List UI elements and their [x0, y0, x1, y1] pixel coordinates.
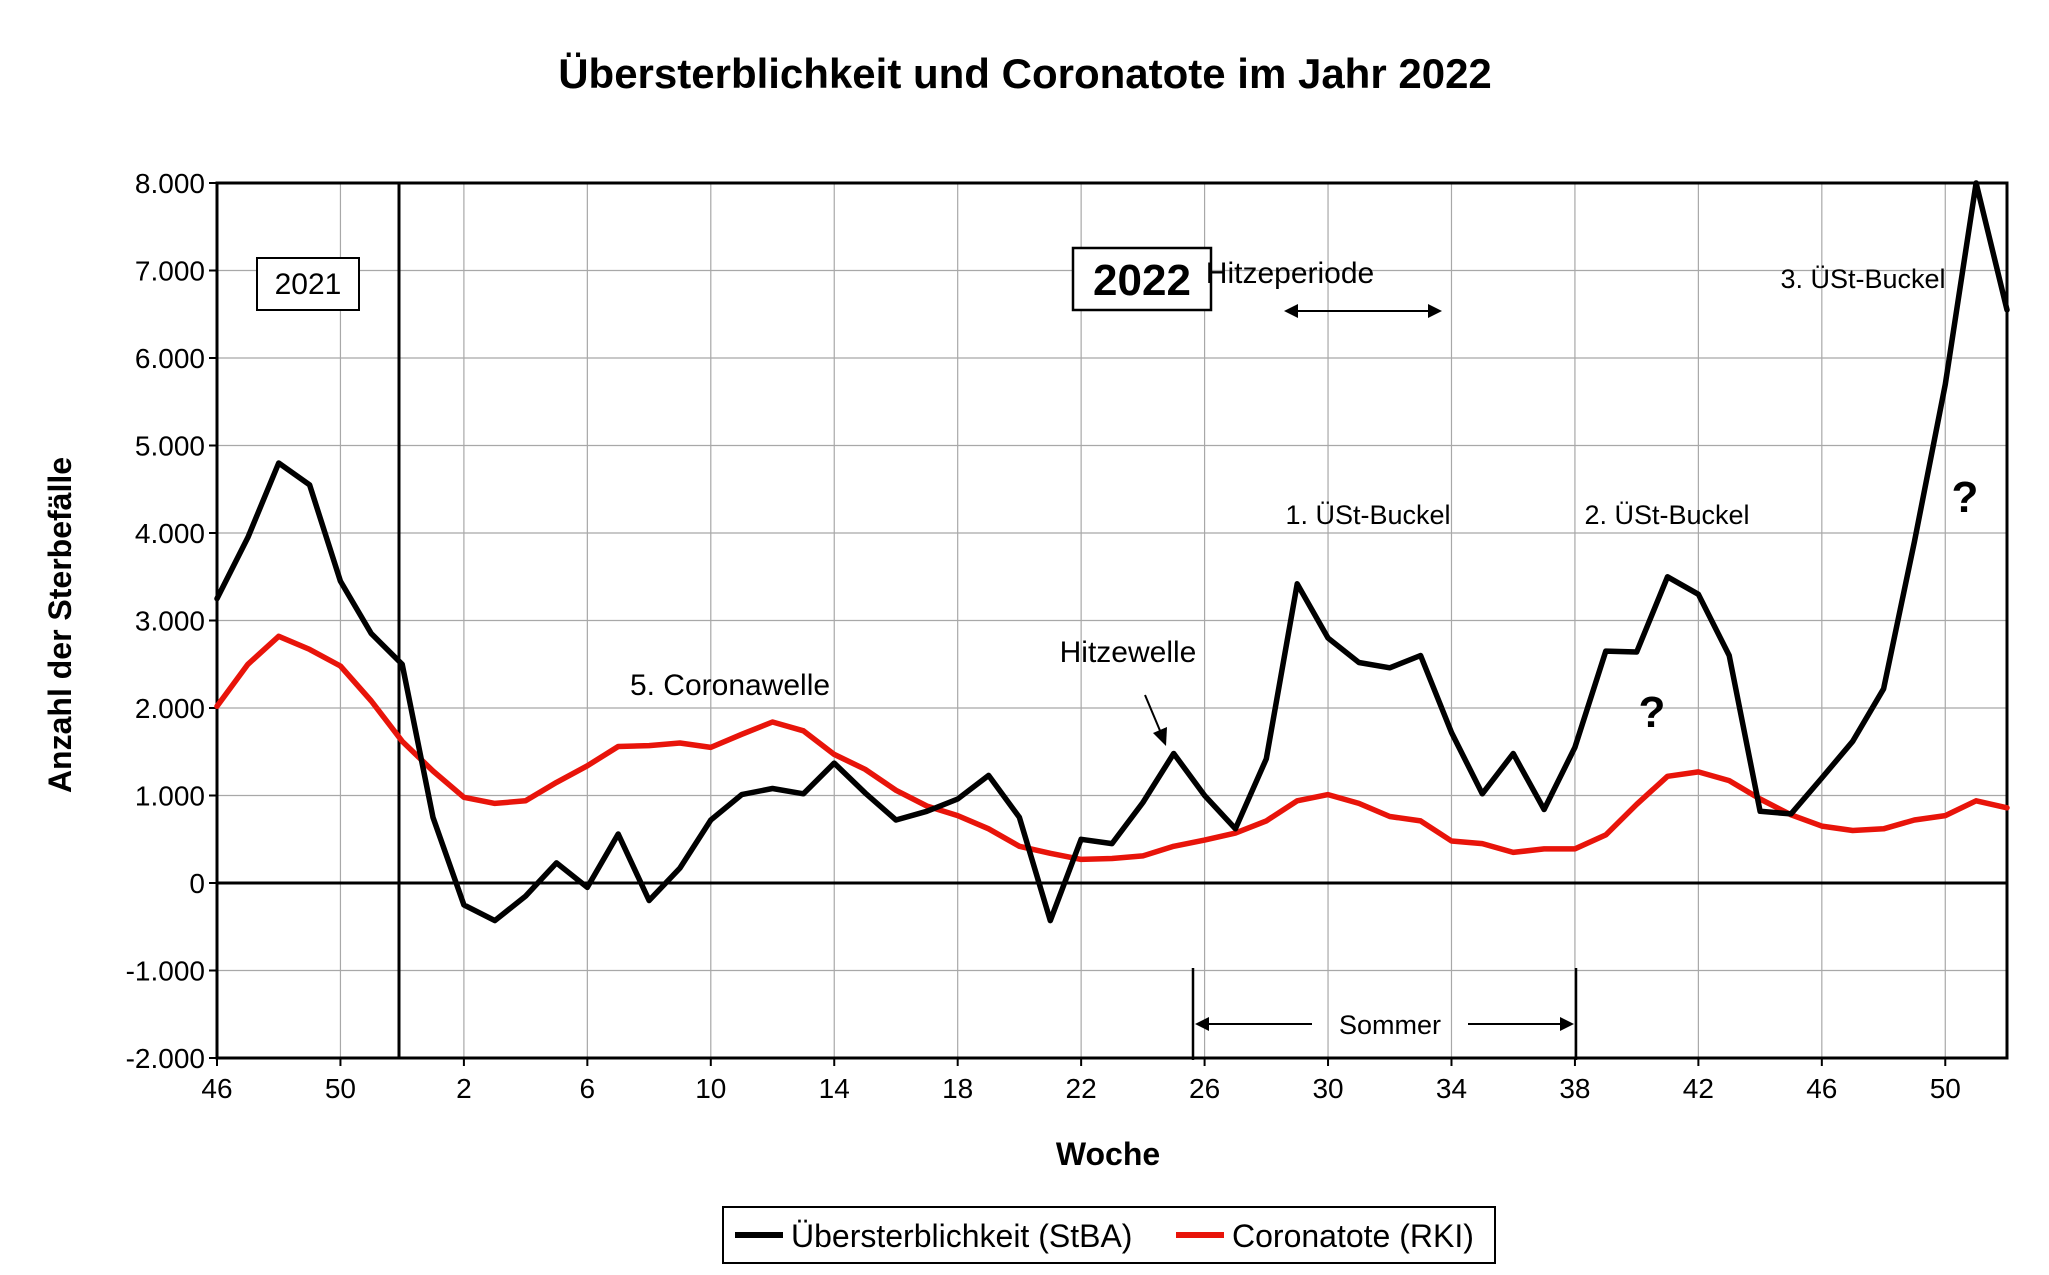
- chart-title: Übersterblichkeit und Coronatote im Jahr…: [558, 50, 1492, 97]
- x-tick-label: 14: [819, 1073, 850, 1104]
- x-tick-label: 42: [1683, 1073, 1714, 1104]
- label-2021-box: [256, 257, 360, 311]
- x-tick-label: 50: [1930, 1073, 1961, 1104]
- x-tick-label: 6: [580, 1073, 596, 1104]
- y-axis-label: Anzahl der Sterbefälle: [42, 457, 78, 793]
- annotation-question-2: ?: [1639, 688, 1666, 737]
- legend-label-covid-deaths: Coronatote (RKI): [1232, 1218, 1474, 1254]
- label-2021: 2021: [275, 268, 342, 301]
- y-tick-label: 6.000: [135, 343, 205, 374]
- x-tick-label: 18: [942, 1073, 973, 1104]
- heat-period-arrow: [1284, 304, 1442, 318]
- y-tick-label: 8.000: [135, 168, 205, 199]
- annotation-corona-wave: 5. Coronawelle: [630, 669, 830, 702]
- legend-box: [722, 1206, 1496, 1264]
- series-covid-deaths: [214, 633, 2010, 863]
- x-tick-label: 22: [1066, 1073, 1097, 1104]
- y-tick-label: -2.000: [126, 1043, 205, 1074]
- y-tick-label: 1.000: [135, 781, 205, 812]
- annotation-question-1: ?: [1952, 473, 1979, 522]
- annotation-heat-period: Hitzeperiode: [1206, 257, 1374, 290]
- y-tick-label: 5.000: [135, 431, 205, 462]
- region-2021-box: [215, 181, 401, 1060]
- annotation-bump-3: 3. ÜSt-Buckel: [1780, 264, 1945, 294]
- y-tick-labels: -2.000 -1.000 0 1.000 2.000 3.000 4.000 5.000 6.…: [126, 168, 205, 1074]
- x-tick-label: 10: [695, 1073, 726, 1104]
- y-tick-label: -1.000: [126, 956, 205, 987]
- y-tick-label: 4.000: [135, 518, 205, 549]
- x-tick-label: 46: [1806, 1073, 1837, 1104]
- series-excess-mortality: [214, 180, 2010, 924]
- x-tick-label: 30: [1312, 1073, 1343, 1104]
- x-axis-label: Woche: [1056, 1136, 1160, 1172]
- annotation-summer: Sommer: [1339, 1010, 1441, 1040]
- label-2022-box: [1071, 246, 1213, 312]
- x-tick-label: 2: [456, 1073, 472, 1104]
- annotation-bump-2: 2. ÜSt-Buckel: [1584, 500, 1749, 530]
- label-2022: 2022: [1093, 256, 1191, 305]
- y-tick-label: 2.000: [135, 693, 205, 724]
- x-tick-label: 26: [1189, 1073, 1220, 1104]
- series-lines: [214, 180, 2010, 924]
- summer-range: [1191, 968, 1578, 1060]
- y-tick-label: 3.000: [135, 606, 205, 637]
- x-tick-label: 34: [1436, 1073, 1467, 1104]
- legend: Übersterblichkeit (StBA) Coronatote (RKI…: [722, 1206, 1496, 1264]
- x-tick-label: 46: [201, 1073, 232, 1104]
- annotation-bump-1: 1. ÜSt-Buckel: [1285, 500, 1450, 530]
- heat-wave-arrow: [1144, 694, 1167, 746]
- x-tick-label: 38: [1559, 1073, 1590, 1104]
- y-tick-label: 7.000: [135, 256, 205, 287]
- x-tick-labels: 46 50 2 6 10 14 18 22 26 30 34 38 42 46 50: [201, 1073, 1960, 1104]
- x-tick-label: 50: [325, 1073, 356, 1104]
- y-tick-label: 0: [189, 868, 205, 899]
- legend-label-excess-mortality: Übersterblichkeit (StBA): [791, 1218, 1132, 1254]
- annotation-heat-wave: Hitzewelle: [1060, 636, 1197, 669]
